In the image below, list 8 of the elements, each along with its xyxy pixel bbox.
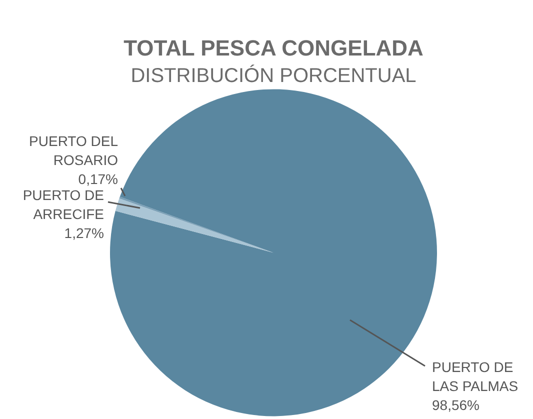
slice-label: PUERTO DE ARRECIFE [22,186,104,222]
slice-label: PUERTO DE LAS PALMAS [432,358,518,394]
data-label: 0,17% [78,170,118,187]
chart-subtitle: DISTRIBUCIÓN PORCENTUAL [130,64,416,87]
data-label: 1,27% [64,224,104,241]
chart-title: TOTAL PESCA CONGELADA [124,35,424,60]
data-label: 98,56% [432,396,480,413]
slice-label: PUERTO DEL ROSARIO [29,132,118,168]
